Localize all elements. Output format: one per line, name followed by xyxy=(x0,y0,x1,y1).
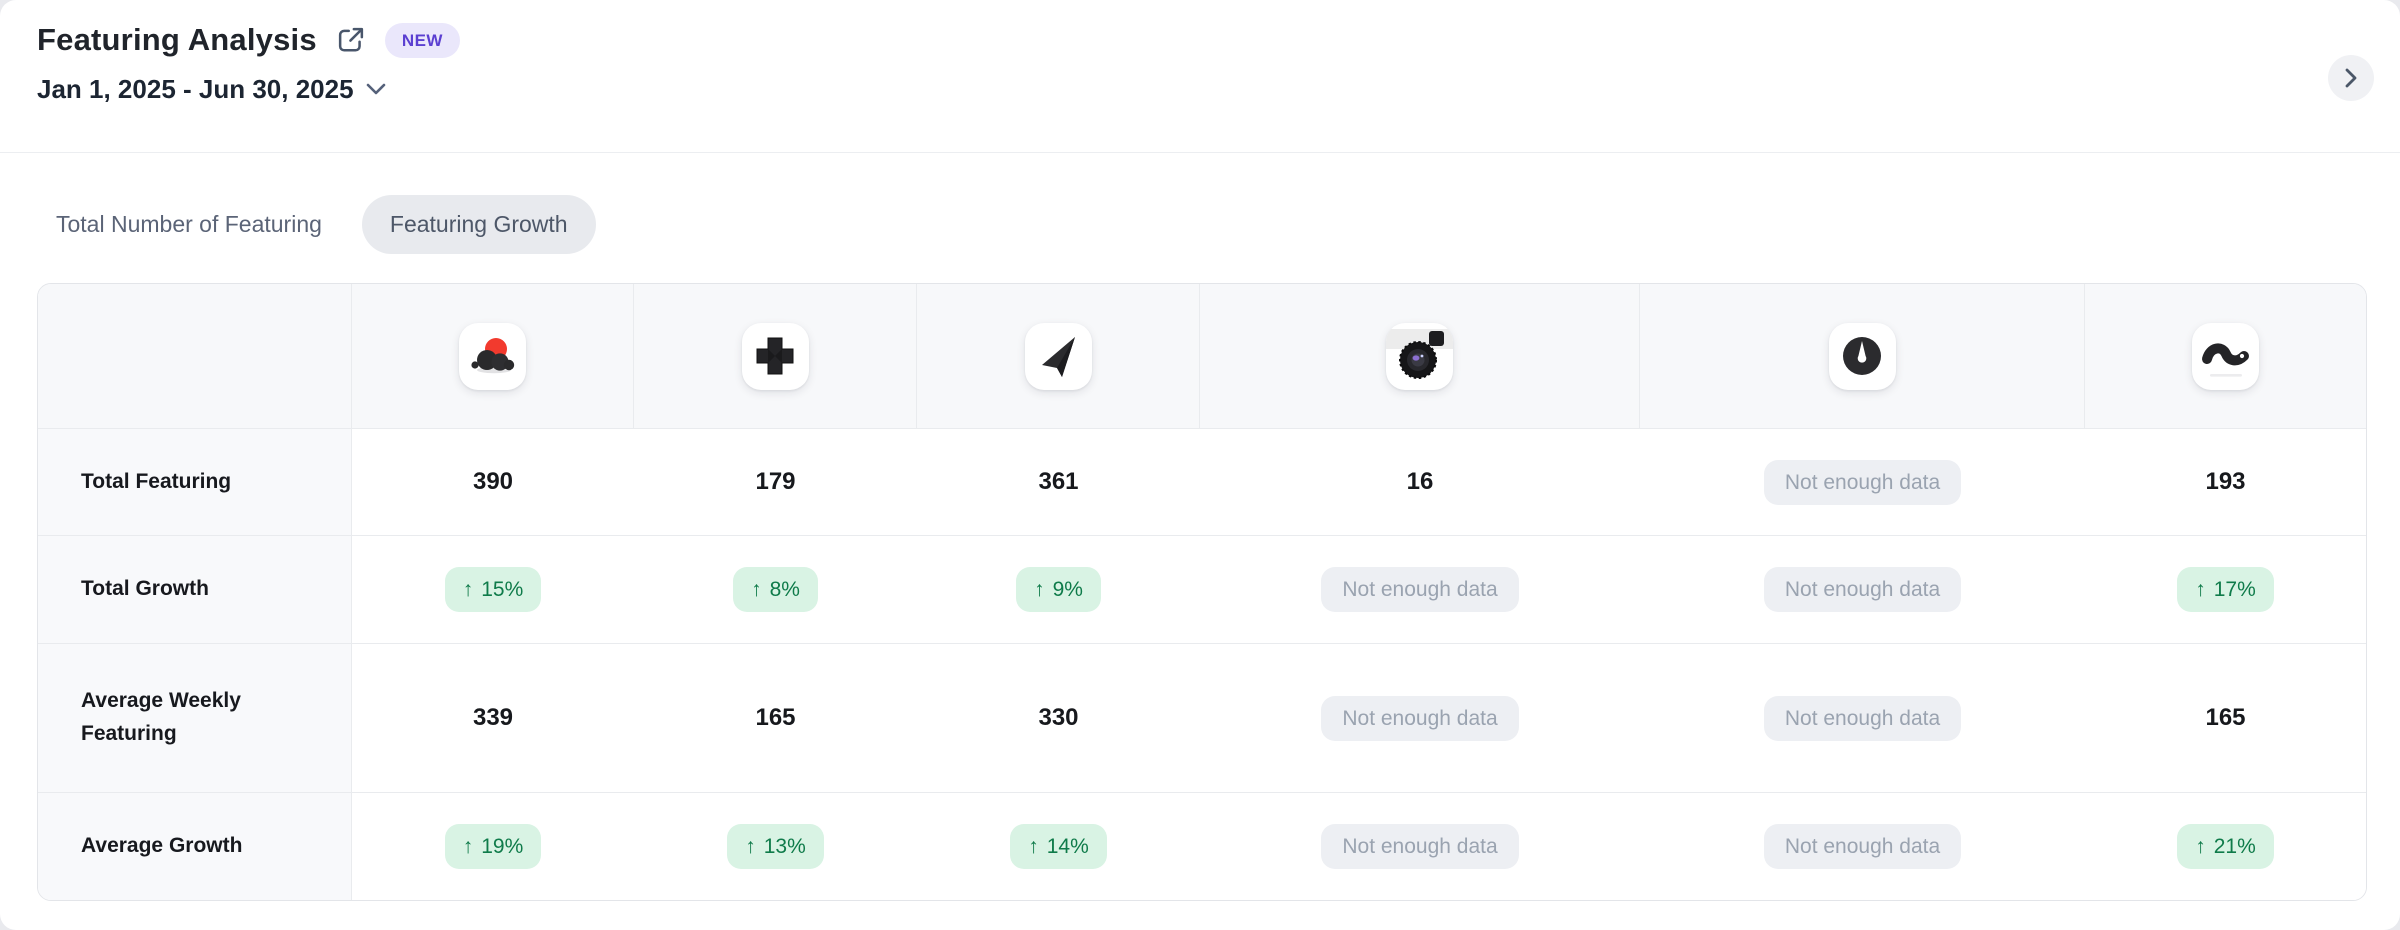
cell-avg-growth-app-5: Not enough data xyxy=(1640,793,2085,900)
chevron-right-icon xyxy=(2345,68,2358,88)
up-arrow-icon: ↑ xyxy=(462,835,474,858)
squiggle-app-icon xyxy=(2192,322,2259,390)
cell-avg-weekly-app-6: 165 xyxy=(2085,644,2366,793)
cell-total-featuring-app-1: 390 xyxy=(352,429,634,536)
cell-avg-growth-app-1: ↑ 19% xyxy=(352,793,634,900)
external-link-icon[interactable] xyxy=(335,24,367,56)
row-header-average-weekly-featuring: Average Weekly Featuring xyxy=(38,644,352,793)
timer-gauge-app-icon xyxy=(1828,322,1896,390)
column-header-app-2 xyxy=(634,284,917,429)
page-title: Featuring Analysis xyxy=(37,22,317,57)
not-enough-data-pill: Not enough data xyxy=(1321,824,1519,869)
cell-total-growth-app-6: ↑ 17% xyxy=(2085,536,2366,644)
cell-total-featuring-app-6: 193 xyxy=(2085,429,2366,536)
cell-total-growth-app-2: ↑ 8% xyxy=(634,536,917,644)
view-tabs: Total Number of Featuring Featuring Grow… xyxy=(56,193,2400,255)
cell-total-growth-app-3: ↑ 9% xyxy=(917,536,1200,644)
not-enough-data-pill: Not enough data xyxy=(1763,567,1962,612)
cell-avg-weekly-app-1: 339 xyxy=(352,644,634,793)
cell-total-featuring-app-5: Not enough data xyxy=(1640,429,2085,536)
growth-pill: ↑ 14% xyxy=(1010,824,1107,869)
not-enough-data-pill: Not enough data xyxy=(1763,459,1962,505)
table-corner-cell xyxy=(38,284,352,429)
date-range-label: Jan 1, 2025 - Jun 30, 2025 xyxy=(37,74,354,104)
column-header-app-6 xyxy=(2085,284,2366,429)
cell-avg-weekly-app-3: 330 xyxy=(917,644,1200,793)
column-header-app-1 xyxy=(352,284,634,429)
cell-avg-growth-app-2: ↑ 13% xyxy=(634,793,917,900)
not-enough-data-pill: Not enough data xyxy=(1321,567,1519,612)
not-enough-data-pill: Not enough data xyxy=(1763,824,1962,869)
chevron-down-icon xyxy=(366,83,386,96)
column-header-app-3 xyxy=(917,284,1200,429)
growth-pill: ↑ 17% xyxy=(2177,567,2274,612)
panel-header: Featuring Analysis NEW Jan 1, 2025 - Jun… xyxy=(0,0,2400,153)
row-header-average-growth: Average Growth xyxy=(38,793,352,900)
growth-pill: ↑ 13% xyxy=(727,824,824,869)
growth-pill: ↑ 19% xyxy=(444,824,542,869)
row-header-total-featuring: Total Featuring xyxy=(38,429,352,536)
up-arrow-icon: ↑ xyxy=(1034,578,1045,601)
up-arrow-icon: ↑ xyxy=(2195,578,2206,601)
column-header-app-5 xyxy=(1640,284,2085,429)
column-header-app-4 xyxy=(1200,284,1640,429)
cell-avg-weekly-app-5: Not enough data xyxy=(1640,644,2085,793)
cell-avg-weekly-app-4: Not enough data xyxy=(1200,644,1640,793)
cell-total-growth-app-5: Not enough data xyxy=(1640,536,2085,644)
up-arrow-icon: ↑ xyxy=(1028,835,1039,858)
camera-app-icon xyxy=(1386,322,1453,390)
cell-total-featuring-app-4: 16 xyxy=(1200,429,1640,536)
cell-total-growth-app-1: ↑ 15% xyxy=(352,536,634,644)
row-header-total-growth: Total Growth xyxy=(38,536,352,644)
tab-total-number-of-featuring[interactable]: Total Number of Featuring xyxy=(56,195,322,254)
not-enough-data-pill: Not enough data xyxy=(1321,695,1519,741)
featuring-growth-table: Total Featuring 390 179 361 16 Not enoug… xyxy=(37,283,2367,901)
growth-pill: ↑ 8% xyxy=(733,567,818,612)
plus-cross-app-icon xyxy=(741,322,809,390)
up-arrow-icon: ↑ xyxy=(751,578,762,601)
cell-avg-growth-app-6: ↑ 21% xyxy=(2085,793,2366,900)
cell-total-featuring-app-3: 361 xyxy=(917,429,1200,536)
not-enough-data-pill: Not enough data xyxy=(1763,695,1962,741)
date-range-selector[interactable]: Jan 1, 2025 - Jun 30, 2025 xyxy=(37,74,386,105)
growth-pill: ↑ 15% xyxy=(444,567,542,612)
cell-avg-weekly-app-2: 165 xyxy=(634,644,917,793)
collapse-panel-button[interactable] xyxy=(2328,55,2374,101)
cloud-weather-app-icon xyxy=(459,322,526,390)
up-arrow-icon: ↑ xyxy=(2195,835,2206,858)
new-badge: NEW xyxy=(384,22,460,58)
growth-pill: ↑ 9% xyxy=(1016,567,1101,612)
paper-plane-app-icon xyxy=(1024,322,1092,390)
up-arrow-icon: ↑ xyxy=(745,835,756,858)
tab-featuring-growth[interactable]: Featuring Growth xyxy=(361,194,596,254)
cell-avg-growth-app-3: ↑ 14% xyxy=(917,793,1200,900)
up-arrow-icon: ↑ xyxy=(462,578,474,601)
growth-pill: ↑ 21% xyxy=(2177,824,2274,869)
cell-avg-growth-app-4: Not enough data xyxy=(1200,793,1640,900)
cell-total-growth-app-4: Not enough data xyxy=(1200,536,1640,644)
cell-total-featuring-app-2: 179 xyxy=(634,429,917,536)
